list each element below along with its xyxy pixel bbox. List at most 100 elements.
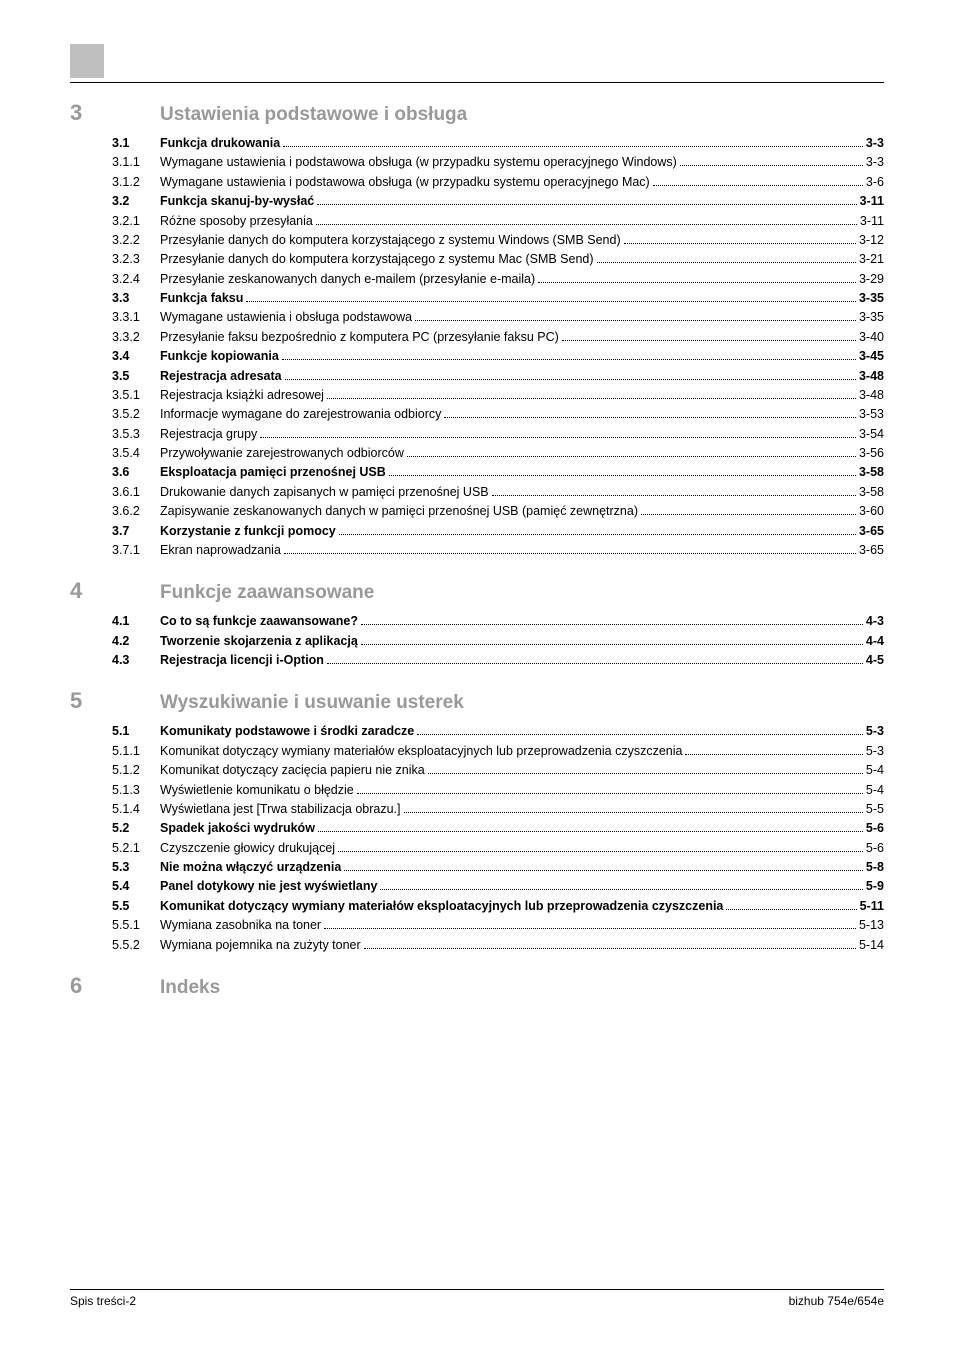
toc-entry: 3.5.2Informacje wymagane do zarejestrowa…	[70, 405, 884, 424]
toc-leader	[318, 831, 863, 832]
toc-entry: 3.1.1Wymagane ustawienia i podstawowa ob…	[70, 153, 884, 172]
toc-entry-title: Funkcja skanuj-by-wysłać	[160, 192, 314, 211]
toc-entry-title: Rejestracja grupy	[160, 425, 257, 444]
toc-entry: 3.2.4Przesyłanie zeskanowanych danych e-…	[70, 270, 884, 289]
toc-entry-number: 3.1.2	[112, 173, 160, 192]
toc-entry: 3.2.1Różne sposoby przesyłania 3-11	[70, 212, 884, 231]
toc-entry-number: 3.2.1	[112, 212, 160, 231]
toc-entry: 5.5Komunikat dotyczący wymiany materiałó…	[70, 897, 884, 916]
toc-entry-title: Informacje wymagane do zarejestrowania o…	[160, 405, 441, 424]
toc-entry: 3.5.4Przywoływanie zarejestrowanych odbi…	[70, 444, 884, 463]
toc-leader	[680, 165, 863, 166]
toc-entry-title: Wymiana pojemnika na zużyty toner	[160, 936, 361, 955]
toc-entry: 3.2.2Przesyłanie danych do komputera kor…	[70, 231, 884, 250]
toc-leader	[283, 146, 863, 147]
toc-entry-title: Komunikat dotyczący zacięcia papieru nie…	[160, 761, 425, 780]
toc-entry-title: Drukowanie danych zapisanych w pamięci p…	[160, 483, 489, 502]
toc-entry: 3.5.3Rejestracja grupy 3-54	[70, 425, 884, 444]
toc-entry-title: Komunikaty podstawowe i środki zaradcze	[160, 722, 414, 741]
toc-entry-title: Przesyłanie danych do komputera korzysta…	[160, 231, 621, 250]
toc-entry-page: 3-48	[859, 386, 884, 405]
toc-leader	[357, 793, 863, 794]
footer-left: Spis treści-2	[70, 1294, 136, 1308]
toc-entry-title: Funkcja drukowania	[160, 134, 280, 153]
toc-entry-number: 3.2.4	[112, 270, 160, 289]
toc-entry: 3.6.1Drukowanie danych zapisanych w pami…	[70, 483, 884, 502]
toc-entry-number: 3.6.2	[112, 502, 160, 521]
toc-entry-number: 3.3	[112, 289, 160, 308]
toc-entry-page: 3-35	[859, 289, 884, 308]
toc-leader	[361, 624, 863, 625]
toc-entry: 3.3.2Przesyłanie faksu bezpośrednio z ko…	[70, 328, 884, 347]
toc-entry-number: 3.6	[112, 463, 160, 482]
toc-entry-number: 3.4	[112, 347, 160, 366]
toc-entry-page: 3-11	[860, 212, 884, 231]
toc-entry-page: 3-11	[860, 192, 884, 211]
toc-entry-page: 3-6	[866, 173, 884, 192]
toc-entry: 5.5.1Wymiana zasobnika na toner 5-13	[70, 916, 884, 935]
toc-entry-page: 5-6	[866, 819, 884, 838]
toc-leader	[246, 301, 856, 302]
toc-entry: 3.1.2Wymagane ustawienia i podstawowa ob…	[70, 173, 884, 192]
section-title: Ustawienia podstawowe i obsługa	[160, 104, 467, 126]
toc-entry: 5.1.3Wyświetlenie komunikatu o błędzie 5…	[70, 781, 884, 800]
toc-entry-number: 5.1	[112, 722, 160, 741]
toc-entry-number: 5.5	[112, 897, 160, 916]
toc-entry-page: 3-54	[859, 425, 884, 444]
toc-entry-title: Przesyłanie zeskanowanych danych e-maile…	[160, 270, 535, 289]
toc-entry-title: Przywoływanie zarejestrowanych odbiorców	[160, 444, 404, 463]
toc-entry: 3.2Funkcja skanuj-by-wysłać 3-11	[70, 192, 884, 211]
toc-entry-number: 5.2.1	[112, 839, 160, 858]
toc-leader	[624, 243, 856, 244]
footer-right: bizhub 754e/654e	[789, 1294, 884, 1308]
toc-leader	[415, 320, 856, 321]
toc-entry-number: 3.2	[112, 192, 160, 211]
toc-entry: 5.2Spadek jakości wydruków 5-6	[70, 819, 884, 838]
toc-leader	[260, 437, 856, 438]
toc-leader	[338, 851, 863, 852]
toc-entry: 3.5.1Rejestracja książki adresowej 3-48	[70, 386, 884, 405]
toc-entry-number: 3.2.3	[112, 250, 160, 269]
toc-entry: 4.2Tworzenie skojarzenia z aplikacją 4-4	[70, 632, 884, 651]
toc-entry-number: 3.5.3	[112, 425, 160, 444]
toc-entry-page: 3-65	[859, 541, 884, 560]
toc-leader	[417, 734, 863, 735]
toc-entry-number: 5.5.2	[112, 936, 160, 955]
toc-entry: 3.6.2Zapisywanie zeskanowanych danych w …	[70, 502, 884, 521]
toc-entry-page: 3-29	[859, 270, 884, 289]
section-number: 6	[70, 973, 160, 999]
section-title: Indeks	[160, 977, 220, 999]
toc-entry-number: 3.5.1	[112, 386, 160, 405]
toc-leader	[428, 773, 863, 774]
toc-leader	[404, 812, 863, 813]
toc-content: 3Ustawienia podstawowe i obsługa3.1Funkc…	[70, 100, 884, 1007]
toc-leader	[389, 475, 856, 476]
toc-entry-title: Funkcje kopiowania	[160, 347, 279, 366]
toc-entry: 3.4Funkcje kopiowania 3-45	[70, 347, 884, 366]
toc-leader	[653, 185, 863, 186]
toc-entry-page: 5-4	[866, 781, 884, 800]
top-rule	[70, 82, 884, 83]
toc-entry-title: Rejestracja licencji i-Option	[160, 651, 324, 670]
toc-entry-page: 5-13	[859, 916, 884, 935]
footer: Spis treści-2 bizhub 754e/654e	[70, 1289, 884, 1308]
toc-entry-page: 4-4	[866, 632, 884, 651]
toc-entry-page: 5-9	[866, 877, 884, 896]
section-number: 3	[70, 100, 160, 126]
toc-entry-page: 5-4	[866, 761, 884, 780]
toc-entry-number: 3.2.2	[112, 231, 160, 250]
toc-entry-number: 3.5	[112, 367, 160, 386]
toc-entry-number: 5.5.1	[112, 916, 160, 935]
toc-entry-page: 3-3	[866, 134, 884, 153]
toc-entry-title: Komunikat dotyczący wymiany materiałów e…	[160, 742, 682, 761]
section-title: Funkcje zaawansowane	[160, 582, 374, 604]
toc-entry-page: 4-3	[866, 612, 884, 631]
footer-rule	[70, 1289, 884, 1290]
toc-entry-number: 3.5.4	[112, 444, 160, 463]
toc-leader	[597, 262, 856, 263]
toc-entry-number: 5.4	[112, 877, 160, 896]
toc-entry: 3.3.1Wymagane ustawienia i obsługa podst…	[70, 308, 884, 327]
toc-entry: 3.2.3Przesyłanie danych do komputera kor…	[70, 250, 884, 269]
toc-leader	[324, 928, 856, 929]
toc-entry-title: Panel dotykowy nie jest wyświetlany	[160, 877, 377, 896]
